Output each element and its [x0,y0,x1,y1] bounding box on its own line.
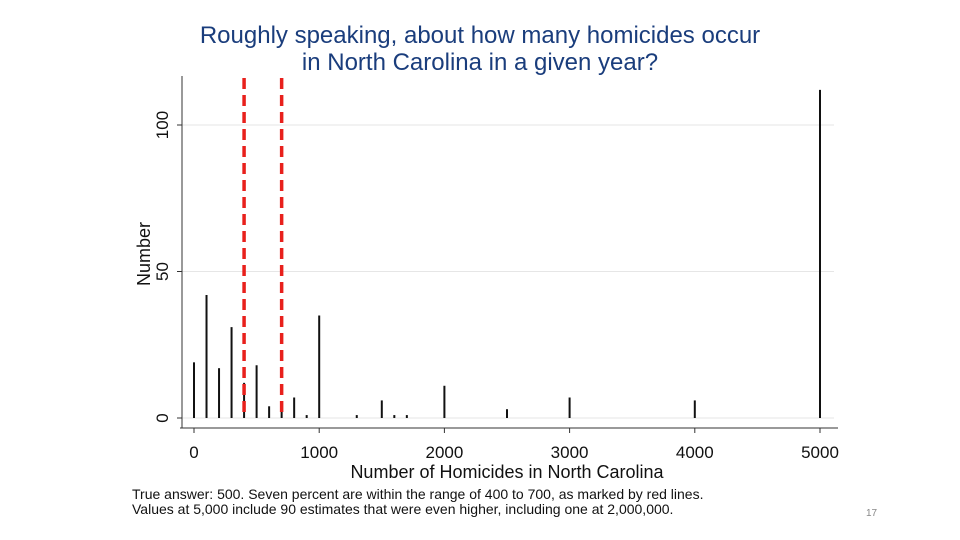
page-number: 17 [866,508,878,519]
y-tick-label: 50 [153,262,172,281]
y-axis-label: Number [134,222,154,286]
footnote-line-2: Values at 5,000 include 90 estimates tha… [132,501,674,517]
x-axis-label: Number of Homicides in North Carolina [350,462,664,482]
reference-lines [242,78,284,418]
x-tick-label: 2000 [425,443,463,462]
footnote: True answer: 500. Seven percent are with… [132,487,832,517]
bars [193,89,821,418]
slide-title: Roughly speaking, about how many homicid… [120,22,840,76]
grid-lines [182,124,834,419]
y-tick-label: 0 [153,413,172,422]
title-line-1: Roughly speaking, about how many homicid… [199,22,761,49]
title-line-2: in North Carolina in a given year? [301,49,659,76]
footnote-line-1: True answer: 500. Seven percent are with… [132,486,704,502]
x-tick-label: 5000 [801,443,839,462]
y-tick-label: 100 [153,111,172,139]
axes [180,76,838,429]
x-tick-label: 1000 [300,443,338,462]
x-tick-label: 3000 [551,443,589,462]
x-tick-label: 4000 [676,443,714,462]
x-tick-label: 0 [189,443,198,462]
